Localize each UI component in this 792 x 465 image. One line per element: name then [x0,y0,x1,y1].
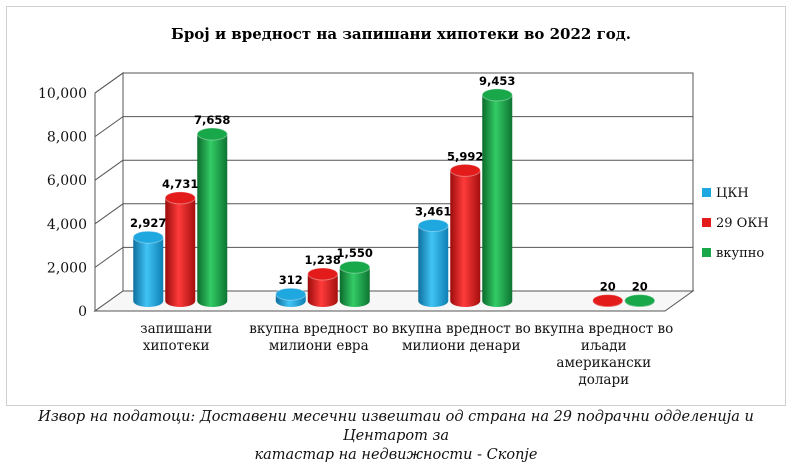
bar [275,287,307,307]
bar-top [624,294,656,308]
bar-top [339,260,371,274]
bar-body [165,197,196,307]
x-tick-label: вкупна вредност во [534,321,673,337]
chart-frame: Број и вредност на запишани хипотеки во … [6,6,786,406]
floor [93,290,695,312]
data-label: 3,461 [415,205,451,219]
bar [164,191,196,307]
y-tick-label: 4,000 [47,217,87,233]
x-tick-label: американски [556,355,651,371]
bar [449,163,481,307]
bar-body [482,94,513,308]
bar [339,260,371,307]
x-tick-label: вкупна вредност во [249,321,388,337]
legend-swatch [702,188,711,197]
x-tick-label: иљади [581,338,627,354]
legend-swatch [702,218,711,227]
bar-body [339,267,370,307]
bar-body [133,237,164,307]
data-label: 20 [632,280,648,294]
bar-top [164,191,196,205]
x-tick-label: хипотеки [143,338,210,354]
data-label: 312 [279,273,303,287]
bar-body [450,170,481,307]
legend-entry: вкупно [716,246,764,261]
data-label: 5,992 [447,149,483,163]
legend-entry: 29 ОКН [716,216,769,231]
bar [417,219,449,307]
source-line-2: катастар на недвижности - Скопје [254,447,538,463]
bar-top [417,219,449,233]
bar [592,294,624,308]
source-line-1: Извор на податоци: Доставени месечни изв… [38,409,754,444]
x-tick-label: милиони евра [269,338,369,354]
gridline-side [94,116,124,138]
bar-body [197,134,228,307]
bar-top [275,287,307,301]
bar-top [196,127,228,141]
legend-entry: ЦКН [716,186,749,201]
data-label: 1,238 [305,253,341,267]
x-tick-label: милиони денари [402,338,520,354]
gridline-side [94,72,124,94]
bar [481,88,513,308]
gridline-side [94,159,124,181]
bar-body [418,225,449,307]
gridline-side [94,203,124,225]
x-tick-label: запишани [140,321,212,337]
data-label: 2,927 [130,216,166,230]
gridline-side [94,246,124,268]
y-tick-label: 6,000 [47,173,87,189]
data-label: 7,658 [194,113,230,127]
source-note: Извор на податоци: Доставени месечни изв… [0,408,792,465]
data-label: 1,550 [337,246,373,260]
side-wall [94,72,124,312]
x-tick-label: долари [578,372,629,388]
legend-swatch [702,248,711,257]
bar-top [481,88,513,102]
y-tick-label: 2,000 [47,260,87,276]
data-label: 9,453 [479,74,515,88]
data-label: 20 [600,280,616,294]
bar [624,294,656,308]
x-tick-label: вкупна вредност во [392,321,531,337]
bar-top [307,267,339,281]
bar-top [592,294,624,308]
bar [307,267,339,307]
bar-top [132,230,164,244]
bar [196,127,228,307]
bar-body [307,274,338,307]
y-tick-label: 8,000 [47,130,87,146]
y-tick-label: 10,000 [38,86,87,102]
bar-top [449,163,481,177]
data-label: 4,731 [162,177,198,191]
bar-chart: Број и вредност на запишани хипотеки во … [38,25,769,388]
bar [132,230,164,307]
y-tick-label: 0 [78,304,87,320]
chart-title: Број и вредност на запишани хипотеки во … [171,25,631,43]
